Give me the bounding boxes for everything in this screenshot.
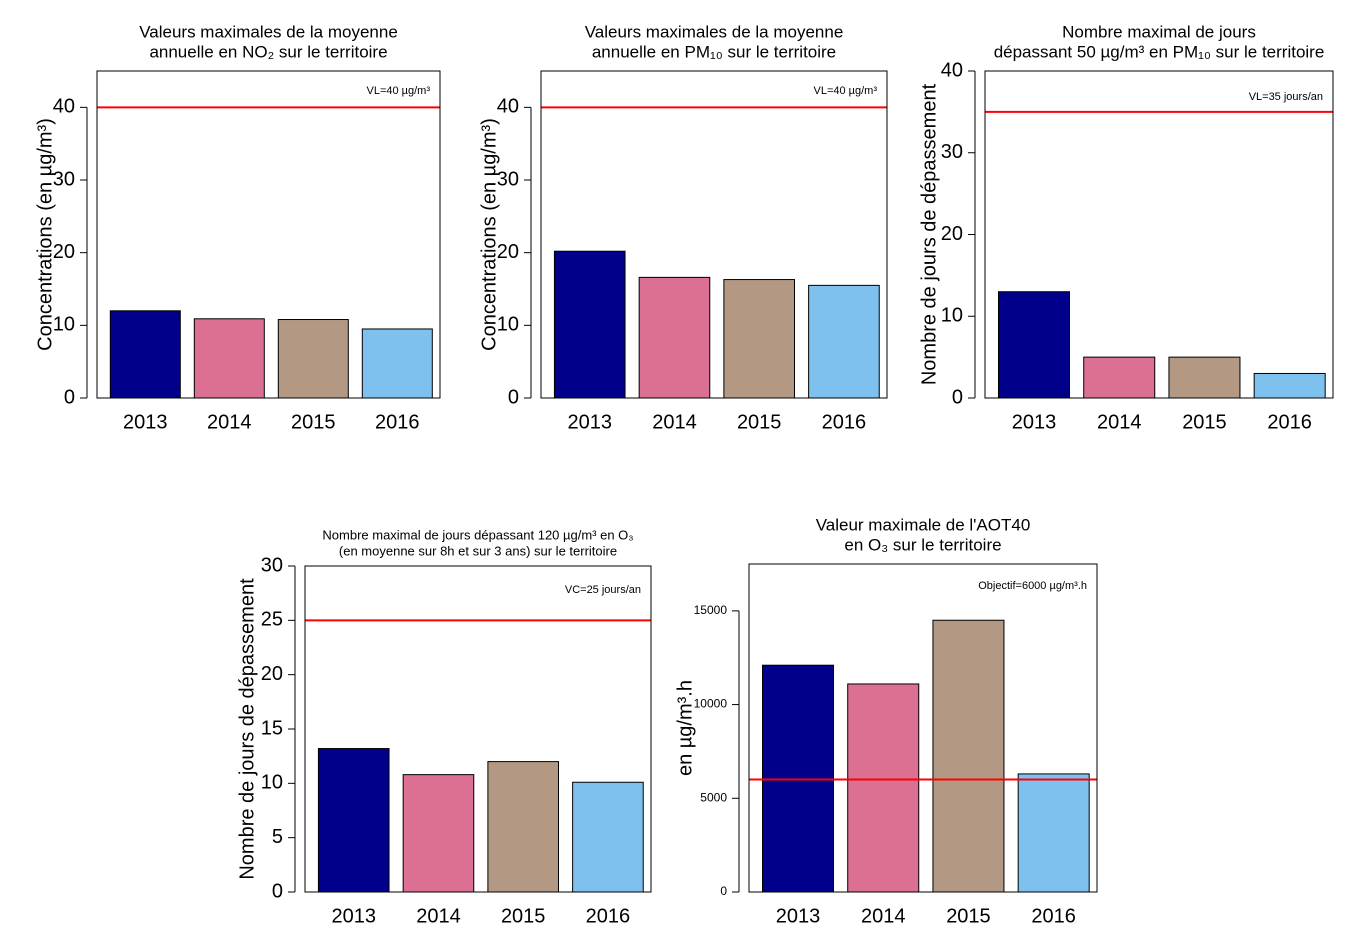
- plot-box: [984, 70, 1334, 399]
- y-tick-label: 5: [272, 826, 283, 848]
- y-tick-label: 40: [497, 96, 519, 118]
- x-tick-label: 2013: [123, 411, 168, 433]
- y-tick-label: 0: [508, 386, 519, 408]
- bar: [1253, 372, 1326, 399]
- bar: [1168, 356, 1241, 399]
- bar: [932, 619, 1005, 893]
- bar: [638, 276, 711, 399]
- x-tick-label: 2014: [1097, 411, 1142, 433]
- y-tick-label: 10: [261, 772, 283, 794]
- x-tick-label: 2015: [737, 411, 782, 433]
- y-tick-label: 10: [941, 305, 963, 327]
- bar: [553, 250, 626, 399]
- chart-title: dépassant 50 µg/m³ en PM₁₀ sur le territ…: [994, 42, 1325, 61]
- bar: [997, 291, 1071, 399]
- y-axis-label: Nombre de jours de dépassement: [236, 578, 258, 880]
- y-tick-label: 20: [497, 241, 519, 263]
- bar: [487, 761, 559, 893]
- y-tick-label: 15000: [694, 603, 728, 617]
- bar: [1017, 773, 1090, 893]
- x-tick-label: 2014: [207, 411, 252, 433]
- y-tick-label: 40: [53, 96, 75, 118]
- y-tick-label: 10: [497, 314, 519, 336]
- y-tick-label: 10000: [694, 697, 728, 711]
- bar: [402, 774, 475, 893]
- x-tick-label: 2014: [652, 411, 697, 433]
- chart-title: Nombre maximal de jours dépassant 120 µg…: [322, 527, 633, 542]
- reference-label: VL=40 µg/m³: [366, 85, 430, 97]
- reference-label: VL=35 jours/an: [1249, 91, 1323, 103]
- chart-title: annuelle en PM₁₀ sur le territoire: [592, 42, 836, 61]
- y-tick-label: 20: [53, 241, 75, 263]
- y-tick-label: 20: [941, 223, 963, 245]
- y-tick-label: 20: [261, 663, 283, 685]
- y-tick-label: 30: [941, 141, 963, 163]
- x-tick-label: 2016: [1267, 411, 1312, 433]
- x-tick-label: 2013: [776, 905, 821, 927]
- y-tick-label: 30: [261, 554, 283, 576]
- y-axis-label: Nombre de jours de dépassement: [918, 83, 940, 385]
- y-tick-label: 5000: [700, 790, 727, 804]
- x-tick-label: 2015: [291, 411, 336, 433]
- plot-box: [748, 563, 1098, 893]
- chart-title: annuelle en NO₂ sur le territoire: [149, 42, 387, 61]
- x-tick-label: 2016: [375, 411, 420, 433]
- bar: [808, 284, 880, 399]
- y-tick-label: 25: [261, 609, 283, 631]
- bar: [847, 683, 920, 893]
- plot-box: [304, 565, 652, 893]
- bar: [1083, 356, 1156, 399]
- reference-label: Objectif=6000 µg/m³.h: [978, 580, 1087, 592]
- y-axis-label: Concentrations (en µg/m³): [478, 118, 500, 351]
- chart-title: Valeurs maximales de la moyenne: [585, 22, 844, 41]
- x-tick-label: 2013: [567, 411, 612, 433]
- x-tick-label: 2014: [861, 905, 906, 927]
- bar: [723, 279, 795, 399]
- bar: [277, 319, 349, 399]
- reference-label: VC=25 jours/an: [565, 584, 641, 596]
- y-tick-label: 10: [53, 314, 75, 336]
- y-tick-label: 0: [64, 386, 75, 408]
- x-tick-label: 2015: [946, 905, 991, 927]
- y-tick-label: 0: [952, 386, 963, 408]
- y-axis-label: Concentrations (en µg/m³): [34, 118, 56, 351]
- bar: [317, 748, 390, 893]
- x-tick-label: 2015: [1182, 411, 1227, 433]
- x-tick-label: 2016: [586, 905, 631, 927]
- y-tick-label: 30: [497, 168, 519, 190]
- x-tick-label: 2016: [1031, 905, 1076, 927]
- x-tick-label: 2013: [1012, 411, 1057, 433]
- chart-title: Valeurs maximales de la moyenne: [139, 22, 398, 41]
- x-tick-label: 2014: [416, 905, 461, 927]
- chart-title: Valeur maximale de l'AOT40: [816, 515, 1031, 534]
- bar: [193, 318, 265, 399]
- x-tick-label: 2013: [331, 905, 376, 927]
- chart-title: Nombre maximal de jours: [1062, 22, 1256, 41]
- chart-title: en O₃ sur le territoire: [844, 535, 1001, 554]
- bar: [109, 310, 181, 399]
- y-tick-label: 0: [272, 880, 283, 902]
- x-tick-label: 2015: [501, 905, 546, 927]
- x-tick-label: 2016: [822, 411, 867, 433]
- y-axis-label: en µg/m³.h: [674, 680, 696, 776]
- plot-box: [540, 70, 888, 399]
- chart-title: (en moyenne sur 8h et sur 3 ans) sur le …: [339, 543, 617, 558]
- bar: [572, 781, 644, 893]
- y-tick-label: 0: [720, 884, 727, 898]
- y-tick-label: 15: [261, 717, 283, 739]
- plot-box: [96, 70, 441, 399]
- reference-label: VL=40 µg/m³: [813, 85, 877, 97]
- y-tick-label: 30: [53, 168, 75, 190]
- bar: [361, 328, 433, 399]
- y-tick-label: 40: [941, 59, 963, 81]
